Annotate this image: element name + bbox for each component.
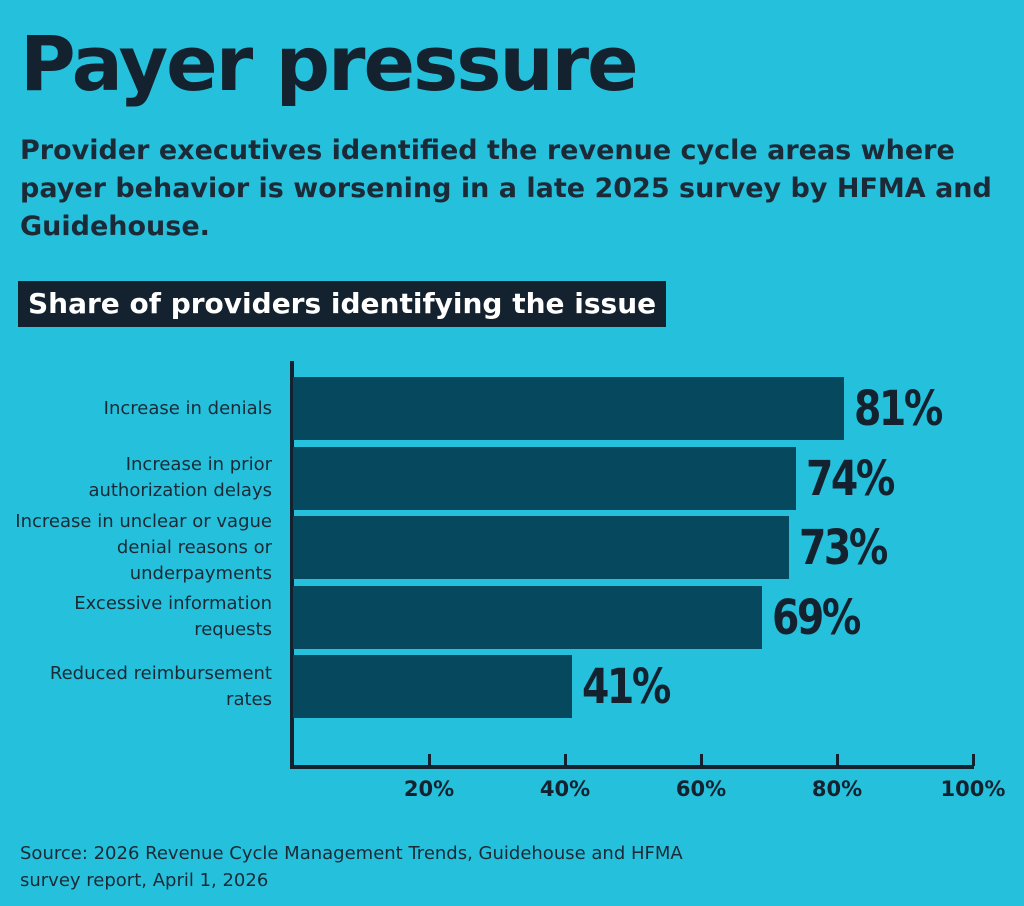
x-tick-label: 80% xyxy=(811,777,863,801)
x-tick xyxy=(699,754,703,766)
bar xyxy=(293,655,572,718)
category-label: Excessive information requests xyxy=(74,593,272,640)
value-label: 69% xyxy=(772,589,861,646)
x-tick xyxy=(835,754,839,766)
x-tick-label: 100% xyxy=(940,777,1006,801)
category-label: Increase in unclear or vague denial reas… xyxy=(15,510,272,584)
value-label: 41% xyxy=(581,659,671,715)
category-label: Increase in prior authorization delays xyxy=(88,454,272,501)
source-note: Source: 2026 Revenue Cycle Management Tr… xyxy=(20,843,683,891)
category-label: Reduced reimbursement rates xyxy=(49,662,272,710)
value-label: 73% xyxy=(799,520,888,576)
value-label: 74% xyxy=(806,450,895,507)
x-tick xyxy=(427,754,431,766)
bar xyxy=(293,377,844,440)
value-label: 81% xyxy=(853,381,943,437)
bar xyxy=(293,446,797,510)
y-axis-line xyxy=(290,361,294,769)
x-tick xyxy=(971,754,975,766)
x-tick-label: 40% xyxy=(539,777,591,801)
page-subtitle: Provider executives identified the reven… xyxy=(20,135,992,242)
x-tick-label: 60% xyxy=(675,777,727,801)
x-tick xyxy=(563,754,567,766)
bar xyxy=(293,516,790,579)
bar xyxy=(293,585,763,649)
x-tick-label: 20% xyxy=(403,777,455,801)
chart-title: Share of providers identifying the issue xyxy=(18,281,667,327)
x-axis-line xyxy=(290,765,974,769)
category-label: Increase in denials xyxy=(103,397,272,419)
page-title: Payer pressure xyxy=(20,19,639,108)
